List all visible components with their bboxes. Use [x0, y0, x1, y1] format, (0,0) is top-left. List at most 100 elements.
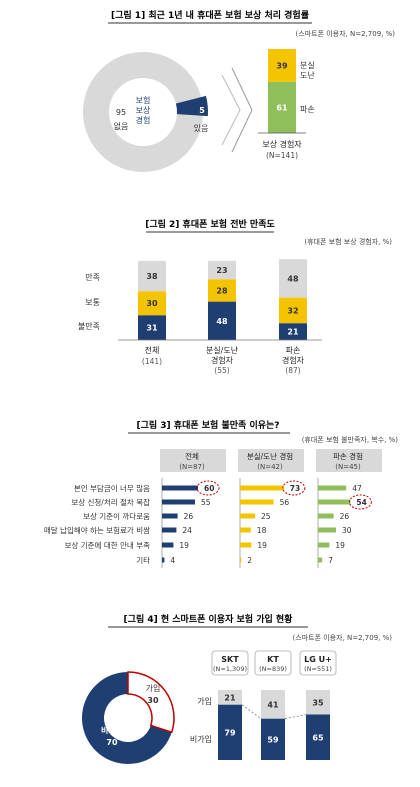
fig4-bars: SKT(N=1,309) 21 79 KT(N=839) 41 59 LG U+(N=551…: [211, 650, 337, 760]
fig2-bar-1-neutral-segment: [208, 279, 236, 302]
fig2-bar-0-name: 전체: [145, 345, 160, 355]
fig3-group-2-value-2: 26: [340, 512, 350, 521]
fig3-group-0-highlight-ring: [196, 480, 220, 496]
fig2-bar-1-dissat-segment: [208, 301, 236, 340]
fig4-carrier-0-header-box: [211, 650, 249, 676]
fig3-group-1-value-1: 56: [280, 498, 290, 507]
fig4-connector-1: [284, 714, 307, 720]
fig4-carrier-1-nonjoin-segment: [261, 718, 285, 760]
fig3-group-2-highlight-ring: [348, 494, 372, 510]
fig3-group-0-n: (N=87): [179, 463, 205, 471]
fig3-group-2-name: 파손 경험: [333, 451, 363, 461]
fig3-group-0-value-3: 24: [182, 526, 192, 535]
fig3-group-1-value-2: 25: [261, 512, 271, 521]
fig2-bars: 313038전체(141)482823분실/도난경험자(55)213248파손경…: [138, 259, 307, 375]
fig2-bar-2-n: (87): [285, 366, 300, 375]
fig3-group-2-value-1: 54: [356, 498, 366, 507]
fig4-carrier-1-nonjoin-value: 59: [267, 735, 279, 744]
fig1-title: [그림 1] 최근 1년 내 휴대폰 보험 보상 처리 경험률: [111, 9, 309, 21]
fig1-donut-center-1: 보험: [136, 96, 151, 105]
fig3-reason-label-1: 보상 신청/처리 절차 복잡: [71, 497, 150, 507]
fig3-group-0-bar-2: [162, 513, 178, 519]
fig1-yes-value: 5: [199, 106, 205, 115]
fig1-donut-center-3: 경험: [136, 115, 151, 125]
figure-3: [그림 3] 휴대폰 보험 불만족 이유는? (휴대폰 보험 불만족자, 복수,…: [44, 419, 398, 568]
fig3-reason-label-2: 보상 기준이 까다로움: [83, 511, 150, 521]
fig3-group-0-value-5: 4: [170, 556, 175, 565]
fig1-no-value: 95: [116, 108, 126, 117]
fig1-bar-top-label-2: 도난: [300, 71, 315, 80]
fig2-bar-0-dissat-segment: [138, 315, 166, 340]
fig4-row-label-join: 가입: [197, 697, 212, 706]
fig3-group-0-header-bg: [160, 449, 226, 472]
fig1-bar-top-label-1: 분실: [300, 60, 315, 70]
fig3-group-2-bar-2: [318, 513, 334, 519]
fig3-group-1-name: 분실/도난 경험: [247, 451, 293, 461]
fig2-row-label-neutral: 보통: [85, 298, 100, 307]
fig3-group-1-value-4: 19: [257, 541, 267, 550]
fig3-group-0-bar-5: [162, 557, 165, 563]
fig4-slice-nonjoin: [82, 672, 172, 764]
fig1-donut: [83, 51, 208, 172]
fig1-bar-bottom-segment: [268, 81, 296, 133]
fig1-slice-no: [83, 51, 203, 172]
fig4-donut: [82, 671, 175, 764]
fig4-carrier-1-join-value: 41: [267, 700, 279, 709]
fig1-yes-label: 있음: [194, 123, 209, 133]
fig1-zoom-chevron-outer: [231, 67, 253, 153]
figure-2: [그림 2] 휴대폰 보험 전반 만족도 (휴대폰 보험 보상 경험자, %) …: [78, 218, 392, 375]
fig2-bar-1-name2: 경험자: [211, 355, 234, 365]
fig3-group-0-value-4: 19: [179, 541, 189, 550]
fig4-carrier-2-n: (N=551): [304, 665, 332, 673]
fig2-bar-0-neutral-segment: [138, 291, 166, 316]
fig3-group-2-value-0: 47: [352, 484, 362, 493]
fig4-nonjoin-value: 70: [106, 738, 118, 747]
fig4-row-label-nonjoin: 비가입: [190, 735, 212, 744]
fig4-carrier-1-header-box: [254, 650, 292, 676]
fig4-carrier-2-header-box: [299, 650, 337, 676]
fig2-note: (휴대폰 보험 보상 경험자, %): [304, 237, 392, 246]
fig3-group-0-bar-1: [162, 499, 195, 505]
fig3-reason-label-4: 보상 기준에 대한 안내 부족: [65, 540, 151, 550]
fig1-note: (스마트폰 이용자, N=2,709, %): [296, 29, 396, 38]
fig2-bar-0-sat-value: 38: [146, 272, 158, 281]
fig4-carrier-0-join-value: 21: [224, 693, 236, 702]
fig2-bar-2-dissat-segment: [279, 323, 307, 340]
figure-1: [그림 1] 최근 1년 내 휴대폰 보험 보상 처리 경험률 (스마트폰 이용…: [83, 9, 395, 172]
fig4-carrier-2-name: LG U+: [304, 655, 332, 664]
fig2-bar-2-neutral-value: 32: [287, 306, 298, 315]
fig4-carrier-2-nonjoin-value: 65: [312, 733, 324, 742]
fig2-bar-1-sat-value: 23: [216, 266, 227, 275]
fig4-slice-join: [127, 671, 175, 734]
fig3-group-1-bar-2: [240, 513, 255, 519]
fig3-group-2-header-bg: [316, 449, 382, 472]
fig4-carrier-0-n: (N=1,309): [213, 665, 247, 673]
fig4-carrier-1-name: KT: [267, 655, 279, 664]
fig2-bar-1-name: 분실/도난: [206, 345, 239, 355]
fig2-bar-2-neutral-segment: [279, 297, 307, 324]
fig4-carrier-0-nonjoin-segment: [218, 704, 242, 760]
fig3-title: [그림 3] 휴대폰 보험 불만족 이유는?: [136, 419, 279, 431]
fig3-group-0-value-2: 26: [184, 512, 194, 521]
fig2-bar-1-dissat-value: 48: [216, 317, 228, 326]
fig2-bar-1-n: (55): [214, 366, 229, 375]
fig3-reason-label-3: 매달 납입해야 하는 보험료가 비쌈: [44, 525, 150, 535]
fig3-group-0-bar-3: [162, 527, 177, 533]
fig4-connector-0: [241, 704, 262, 720]
fig3-group-2-bar-0: [318, 485, 347, 491]
fig1-bar-caption: 보상 경험자: [262, 139, 302, 149]
fig3-group-2-value-5: 7: [328, 556, 333, 565]
fig4-nonjoin-label: 비가입: [101, 725, 123, 735]
fig4-note: (스마트폰 이용자, N=2,709, %): [293, 633, 393, 642]
fig3-group-2-bar-1: [318, 499, 351, 505]
fig3-group-1-bar-5: [240, 557, 242, 563]
fig3-note: (휴대폰 보험 불만족자, 복수, %): [302, 435, 399, 444]
fig4-title: [그림 4] 현 스마트폰 이용자 보험 가입 현황: [124, 613, 294, 625]
fig1-bar-top-segment: [268, 49, 296, 82]
fig1-bar-bottom-label: 파손: [300, 105, 315, 114]
fig3-group-0-value-1: 55: [201, 498, 211, 507]
fig3-group-1-value-5: 2: [247, 556, 252, 565]
fig1-zoom-chevron-inner: [221, 74, 241, 146]
